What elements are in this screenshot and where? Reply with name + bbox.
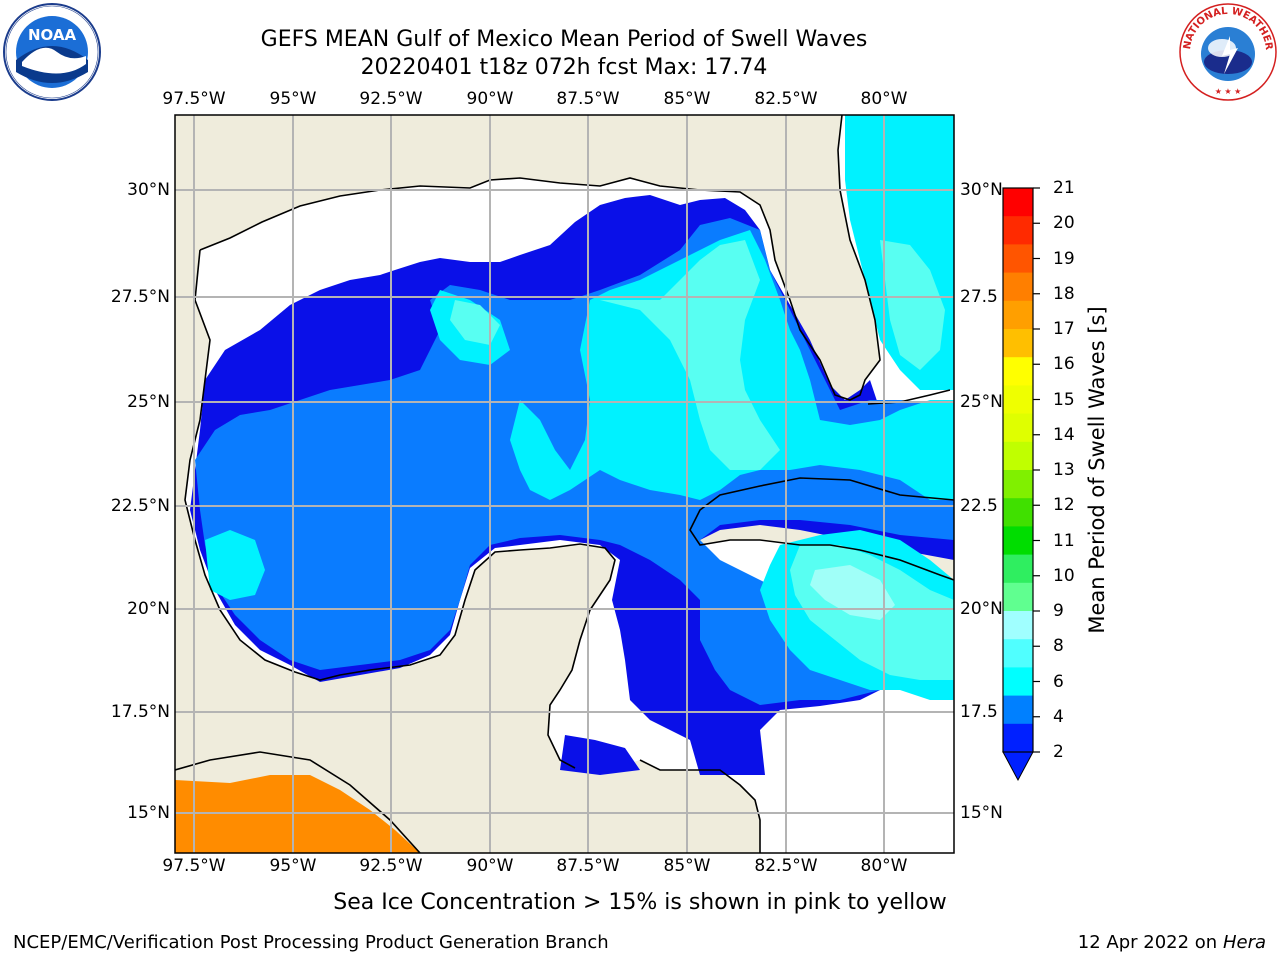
colorbar-tick-label: 19 bbox=[1053, 248, 1075, 269]
colorbar-swatch bbox=[1003, 554, 1033, 584]
colorbar-swatch bbox=[1003, 216, 1033, 245]
lon-tick-label-top: 92.5°W bbox=[359, 89, 423, 109]
lat-tick-label-right: 22.5 bbox=[960, 496, 998, 516]
figure-subtitle: 20220401 t18z 072h fcst Max: 17.74 bbox=[360, 55, 768, 80]
figure-title: GEFS MEAN Gulf of Mexico Mean Period of … bbox=[260, 27, 868, 52]
map-frame bbox=[174, 114, 955, 854]
colorbar-tick-label: 18 bbox=[1053, 283, 1075, 304]
colorbar-tick-label: 15 bbox=[1053, 389, 1075, 410]
colorbar-swatch bbox=[1003, 695, 1033, 725]
colorbar-label: Mean Period of Swell Waves [s] bbox=[1085, 306, 1109, 634]
lon-tick-label-bottom: 95°W bbox=[269, 856, 317, 876]
footer-date-text: 12 Apr 2022 on bbox=[1077, 932, 1223, 953]
lat-tick-label-left: 30°N bbox=[127, 180, 170, 200]
colorbar-extend-arrow bbox=[1002, 751, 1034, 782]
colorbar-tick-label: 10 bbox=[1053, 565, 1075, 586]
lat-tick-label-right: 15°N bbox=[960, 803, 1003, 823]
lat-tick-label-left: 27.5°N bbox=[110, 287, 170, 307]
colorbar-swatch bbox=[1003, 441, 1033, 471]
colorbar-swatch bbox=[1003, 244, 1033, 274]
lat-tick-label-left: 25°N bbox=[127, 392, 170, 412]
lat-tick-label-left: 17.5°N bbox=[110, 702, 170, 722]
colorbar-swatch bbox=[1003, 413, 1033, 443]
colorbar-tick-label: 20 bbox=[1053, 213, 1075, 234]
colorbar-tick-label: 13 bbox=[1053, 460, 1075, 480]
lat-tick-label-left: 15°N bbox=[127, 803, 170, 823]
lon-tick-label-top: 82.5°W bbox=[754, 89, 818, 109]
colorbar-swatch bbox=[1003, 526, 1033, 556]
lon-tick-label-bottom: 87.5°W bbox=[556, 856, 620, 876]
colorbar-swatch bbox=[1003, 470, 1033, 499]
colorbar-tick-label: 4 bbox=[1053, 706, 1064, 727]
colorbar-swatch bbox=[1003, 611, 1033, 640]
lat-tick-label-left: 20°N bbox=[127, 599, 170, 619]
colorbar-swatch bbox=[1003, 639, 1033, 668]
svg-text:NOAA: NOAA bbox=[28, 26, 77, 44]
lon-tick-label-bottom: 90°W bbox=[466, 856, 514, 876]
colorbar-swatch bbox=[1003, 723, 1033, 753]
swell-band-9-10 bbox=[810, 565, 895, 620]
colorbar-tick-label: 6 bbox=[1053, 671, 1064, 692]
colorbar-tick-label: 21 bbox=[1053, 178, 1075, 198]
footer-credit: NCEP/EMC/Verification Post Processing Pr… bbox=[13, 932, 609, 953]
colorbar bbox=[1002, 187, 1040, 782]
nws-logo: NATIONAL WEATHER SERVICE ★ ★ ★ bbox=[1178, 2, 1277, 101]
lon-tick-label-bottom: 82.5°W bbox=[754, 856, 818, 876]
lat-tick-label-right: 20°N bbox=[960, 599, 1003, 619]
lat-tick-label-right: 30°N bbox=[960, 180, 1003, 200]
colorbar-tick-label: 2 bbox=[1053, 742, 1064, 762]
lon-tick-label-bottom: 80°W bbox=[860, 856, 908, 876]
footer-host: Hera bbox=[1222, 932, 1266, 953]
lat-tick-label-right: 25°N bbox=[960, 392, 1003, 412]
colorbar-swatch bbox=[1003, 329, 1033, 358]
colorbar-swatch bbox=[1003, 385, 1033, 415]
lon-tick-label-bottom: 92.5°W bbox=[359, 856, 423, 876]
lat-tick-label-right: 17.5 bbox=[960, 702, 998, 722]
colorbar-swatch bbox=[1003, 498, 1033, 527]
noaa-logo: NOAA bbox=[3, 3, 101, 101]
colorbar-swatch bbox=[1003, 582, 1033, 612]
lon-tick-label-top: 87.5°W bbox=[556, 89, 620, 109]
lon-tick-label-top: 90°W bbox=[466, 89, 514, 109]
lon-tick-label-top: 97.5°W bbox=[162, 89, 226, 109]
colorbar-tick-label: 14 bbox=[1053, 424, 1075, 445]
lon-tick-label-top: 85°W bbox=[663, 89, 711, 109]
colorbar-swatch bbox=[1003, 188, 1033, 217]
lon-tick-label-bottom: 97.5°W bbox=[162, 856, 226, 876]
colorbar-tick-label: 17 bbox=[1053, 319, 1075, 339]
sea-ice-note: Sea Ice Concentration > 15% is shown in … bbox=[333, 890, 947, 915]
colorbar-swatch bbox=[1003, 357, 1033, 386]
lat-tick-label-left: 22.5°N bbox=[110, 496, 170, 516]
lat-tick-label-right: 27.5 bbox=[960, 287, 998, 307]
lon-tick-label-top: 80°W bbox=[860, 89, 908, 109]
colorbar-tick-label: 8 bbox=[1053, 636, 1064, 657]
graticule bbox=[175, 115, 954, 853]
colorbar-swatch bbox=[1003, 667, 1033, 697]
footer-date: 12 Apr 2022 on Hera bbox=[1078, 932, 1266, 953]
colorbar-tick-label: 9 bbox=[1053, 601, 1064, 621]
lon-tick-label-top: 95°W bbox=[269, 89, 317, 109]
colorbar-tick-label: 11 bbox=[1053, 530, 1075, 551]
colorbar-tick-label: 12 bbox=[1053, 495, 1075, 516]
colorbar-tick-label: 16 bbox=[1053, 354, 1075, 375]
colorbar-swatch bbox=[1003, 272, 1033, 302]
svg-text:★ ★ ★: ★ ★ ★ bbox=[1215, 87, 1242, 96]
lon-tick-label-bottom: 85°W bbox=[663, 856, 711, 876]
colorbar-swatch bbox=[1003, 300, 1033, 330]
